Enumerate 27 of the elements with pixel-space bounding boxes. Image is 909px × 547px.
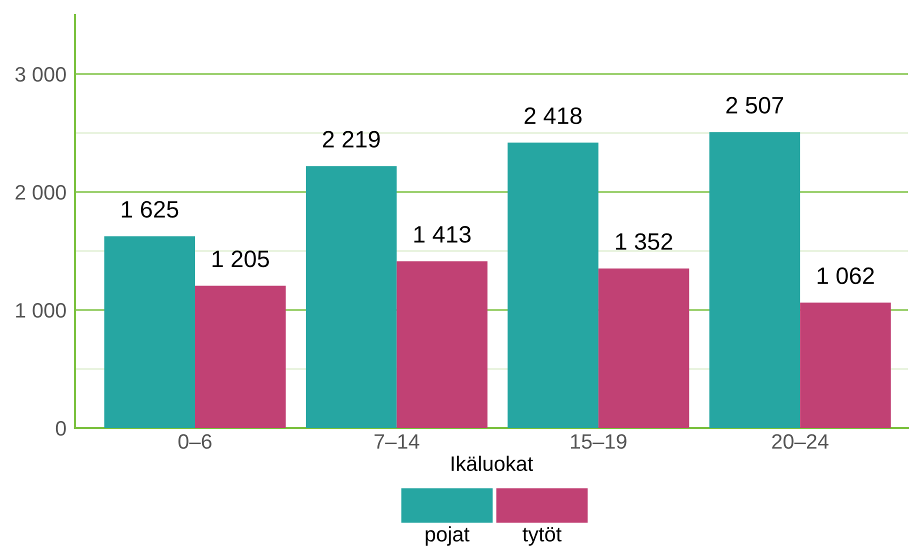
bar	[508, 142, 598, 428]
x-tick-label: 7–14	[374, 434, 420, 449]
bar	[800, 302, 891, 428]
legend-label: pojat	[426, 526, 470, 546]
data-label: 2 507	[726, 96, 784, 114]
data-label: 2 418	[524, 107, 582, 124]
data-label: 1 205	[212, 250, 269, 268]
legend-label: tytöt	[522, 527, 562, 546]
bar	[709, 132, 800, 428]
data-label: 1 625	[122, 200, 178, 218]
x-axis-title: Ikäluokat	[452, 456, 534, 472]
bar	[306, 166, 397, 428]
bar	[598, 268, 690, 428]
x-tick-label: 20–24	[772, 434, 828, 449]
bar	[195, 286, 286, 428]
x-tick-label: 0–6	[178, 434, 212, 449]
y-tick-label: 0	[56, 421, 66, 436]
bar	[104, 236, 196, 428]
y-tick-label: 2 000	[16, 185, 66, 200]
data-label: 2 219	[322, 130, 380, 148]
data-label: 1 352	[616, 233, 672, 250]
data-label: 1 062	[818, 267, 874, 284]
bar	[396, 261, 488, 428]
x-tick-label: 15–19	[571, 434, 626, 449]
data-label: 1 413	[414, 226, 471, 243]
y-tick-label: 1 000	[16, 303, 66, 318]
y-tick-label: 3 000	[15, 67, 66, 82]
